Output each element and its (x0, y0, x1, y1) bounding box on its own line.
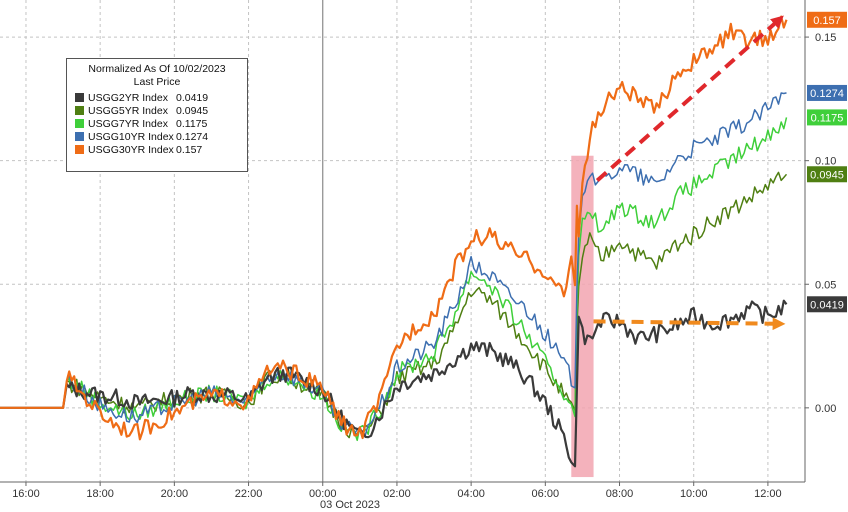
x-tick-label: 08:00 (606, 488, 634, 500)
end-value-label: 0.0945 (807, 166, 847, 183)
y-axis-ticks: 0.00 0.05 0.10 0.15 (805, 32, 836, 415)
legend-item: USGG10YR Index 0.1274 (67, 130, 247, 143)
x-tick-label: 18:00 (86, 488, 114, 500)
legend-name: USGG5YR Index (88, 104, 168, 117)
legend-value: 0.0419 (176, 91, 209, 104)
y-tick-label: 0.15 (815, 32, 836, 44)
legend-swatch (75, 145, 84, 154)
date-label: 03 Oct 2023 (320, 499, 380, 511)
end-value-label: 0.0419 (807, 296, 847, 313)
x-tick-label: 16:00 (12, 488, 40, 500)
series-line-usgg30yr (0, 15, 788, 441)
legend: Normalized As Of 10/02/2023 Last Price U… (66, 58, 248, 172)
legend-name: USGG30YR Index (88, 143, 174, 156)
grid (0, 0, 805, 482)
legend-value: 0.0945 (176, 104, 209, 117)
end-value-text: 0.157 (813, 15, 841, 27)
legend-value: 0.1175 (176, 117, 208, 130)
legend-swatch (75, 119, 84, 128)
x-tick-label: 22:00 (235, 488, 263, 500)
y-tick-label: 0.00 (815, 403, 836, 415)
x-tick-label: 12:00 (754, 488, 782, 500)
end-value-label: 0.157 (807, 11, 847, 28)
arrow-layer (593, 15, 786, 331)
legend-name: USGG2YR Index (88, 91, 168, 104)
x-tick-label: 06:00 (532, 488, 560, 500)
y-tick-label: 0.10 (815, 156, 836, 168)
legend-name: USGG7YR Index (88, 117, 168, 130)
end-value-text: 0.0419 (810, 299, 844, 311)
end-value-box (807, 11, 847, 28)
end-value-text: 0.1175 (811, 112, 844, 124)
x-tick-label: 00:00 (309, 488, 337, 500)
x-tick-label: 20:00 (161, 488, 189, 500)
legend-swatch (75, 106, 84, 115)
legend-item: USGG5YR Index 0.0945 (67, 104, 247, 117)
end-value-label: 0.1274 (807, 84, 847, 101)
legend-item: USGG2YR Index 0.0419 (67, 91, 247, 104)
legend-swatch (75, 132, 84, 141)
x-tick-label: 04:00 (457, 488, 485, 500)
end-value-text: 0.1274 (810, 88, 844, 100)
legend-value: 0.1274 (176, 130, 209, 143)
end-value-box (807, 84, 847, 101)
series-layer (0, 15, 788, 468)
legend-item: USGG7YR Index 0.1175 (67, 117, 247, 130)
legend-item: USGG30YR Index 0.157 (67, 143, 247, 156)
annotation-arrow (593, 317, 786, 331)
end-value-box (807, 166, 847, 183)
end-value-labels: 0.0419 0.0945 0.1175 0.1274 0.157 (807, 11, 847, 313)
legend-title: Normalized As Of 10/02/2023 (88, 63, 226, 75)
end-value-text: 0.0945 (810, 169, 844, 181)
y-tick-label: 0.05 (815, 279, 836, 291)
x-tick-label: 02:00 (383, 488, 411, 500)
series-line-usgg10yr (0, 92, 787, 436)
x-axis-ticks: 16:00 18:00 20:00 22:00 00:00 02:00 04:00 06:00… (12, 482, 782, 500)
series-line-usgg2yr (0, 299, 788, 468)
end-value-box (807, 296, 847, 313)
end-value-box (807, 109, 847, 126)
legend-subtitle: Last Price (133, 76, 181, 88)
end-value-label: 0.1175 (807, 109, 847, 126)
legend-name: USGG10YR Index (88, 130, 174, 143)
legend-value: 0.157 (176, 143, 203, 156)
legend-swatch (75, 93, 84, 102)
annotation-arrow (595, 15, 784, 182)
x-tick-label: 10:00 (680, 488, 708, 500)
